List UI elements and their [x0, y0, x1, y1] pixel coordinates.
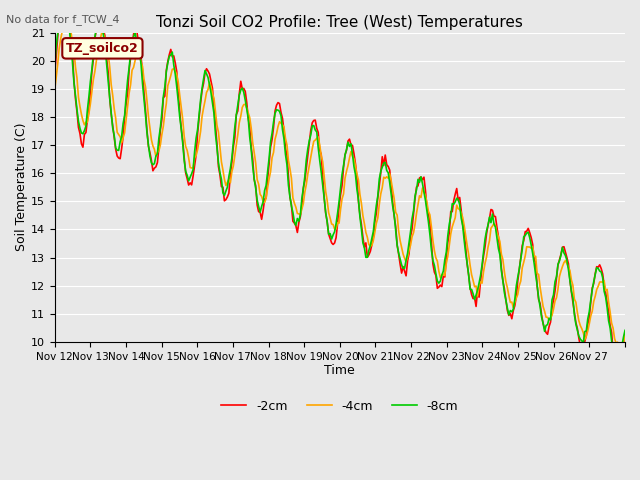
-8cm	[90, 52, 97, 58]
Line: -4cm: -4cm	[54, 13, 625, 350]
-8cm	[621, 327, 629, 333]
-8cm	[60, 0, 67, 4]
-4cm	[72, 64, 79, 70]
-4cm	[346, 155, 353, 161]
Title: Tonzi Soil CO2 Profile: Tree (West) Temperatures: Tonzi Soil CO2 Profile: Tree (West) Temp…	[156, 15, 524, 30]
-8cm	[72, 93, 79, 98]
-8cm	[620, 334, 627, 340]
-2cm	[620, 345, 627, 350]
-8cm	[459, 223, 467, 228]
Legend: -2cm, -4cm, -8cm: -2cm, -4cm, -8cm	[216, 395, 463, 418]
-4cm	[64, 11, 72, 16]
-2cm	[346, 136, 353, 142]
-2cm	[90, 57, 97, 62]
-2cm	[615, 360, 623, 366]
-8cm	[51, 66, 58, 72]
-2cm	[621, 329, 629, 335]
-2cm	[51, 70, 58, 76]
-4cm	[90, 77, 97, 83]
Line: -8cm: -8cm	[54, 1, 625, 360]
Line: -2cm: -2cm	[54, 0, 625, 363]
-2cm	[72, 96, 79, 102]
Y-axis label: Soil Temperature (C): Soil Temperature (C)	[15, 123, 28, 252]
-8cm	[544, 322, 552, 327]
-4cm	[459, 215, 467, 220]
-4cm	[51, 88, 58, 94]
-8cm	[346, 144, 353, 149]
-2cm	[459, 222, 467, 228]
-2cm	[544, 331, 552, 337]
-4cm	[621, 333, 629, 338]
Text: TZ_soilco2: TZ_soilco2	[66, 42, 139, 55]
-8cm	[614, 357, 621, 362]
Text: No data for f_TCW_4: No data for f_TCW_4	[6, 14, 120, 25]
X-axis label: Time: Time	[324, 364, 355, 377]
-4cm	[620, 342, 627, 348]
-4cm	[544, 314, 552, 320]
-4cm	[615, 348, 623, 353]
